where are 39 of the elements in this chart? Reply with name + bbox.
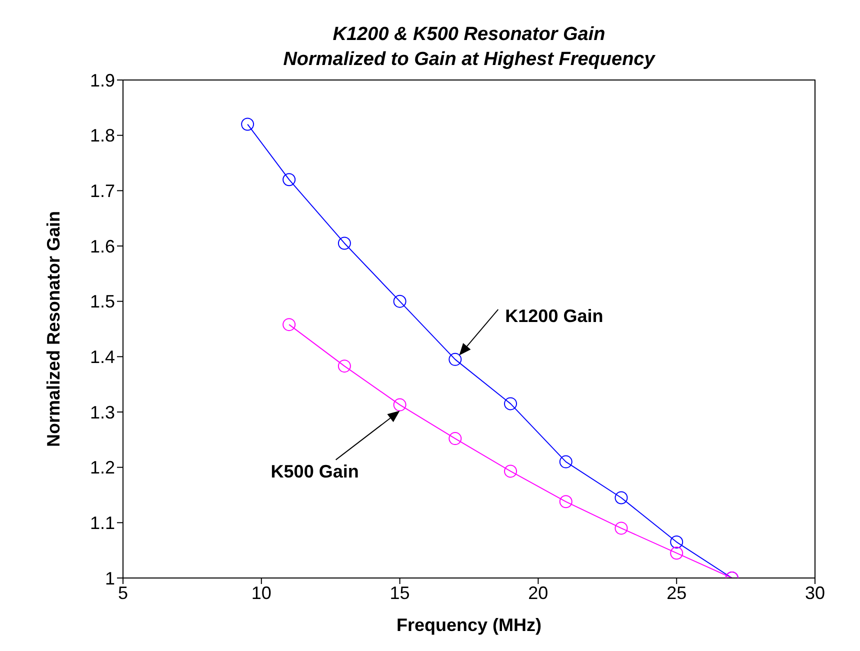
point (504, 464, 518, 478)
y-tick-label: 1.1 (90, 513, 115, 534)
point (504, 397, 518, 410)
point (338, 236, 351, 250)
y-tick-label: 1.6 (90, 236, 115, 256)
y-tick-label: 1.7 (90, 181, 115, 202)
point (670, 536, 684, 549)
x-tick-label: 25 (666, 582, 687, 603)
chart-title: K1200 & K500 Resonator Gain (332, 23, 606, 47)
point (614, 491, 628, 504)
x-axis-title: Frequency (MHz) (396, 615, 542, 635)
annotation: K500 Gain (270, 462, 359, 482)
x-tick-label: 5 (118, 582, 128, 603)
point (559, 495, 572, 508)
y-tick-label: 1.9 (90, 70, 115, 90)
y-tick-label: 1.2 (90, 458, 115, 478)
point (393, 398, 406, 412)
point (338, 360, 351, 373)
point (448, 352, 462, 366)
point (241, 118, 254, 131)
point (614, 522, 628, 535)
x-tick-label: 15 (390, 582, 410, 603)
x-tick-label: 20 (528, 582, 548, 603)
y-tick-label: 1.3 (90, 402, 115, 422)
y-tick-label: 1.8 (90, 126, 115, 146)
point (282, 173, 296, 186)
point (670, 546, 684, 560)
point (448, 432, 462, 446)
y-tick-label: 1.4 (90, 347, 115, 368)
x-tick-label: 30 (804, 582, 826, 603)
x-tick-label: 10 (251, 582, 272, 603)
point (282, 318, 296, 332)
y-tick-label: 1.5 (90, 292, 115, 312)
point (559, 455, 572, 468)
chart-subtitle: Normalized to Gain at Highest Frequency (282, 48, 656, 72)
annotation: K1200 Gain (505, 306, 604, 326)
y-axis-title: Normalized Resonator Gain (43, 210, 64, 448)
y-tick-label: 1 (104, 568, 115, 588)
point (393, 294, 406, 308)
